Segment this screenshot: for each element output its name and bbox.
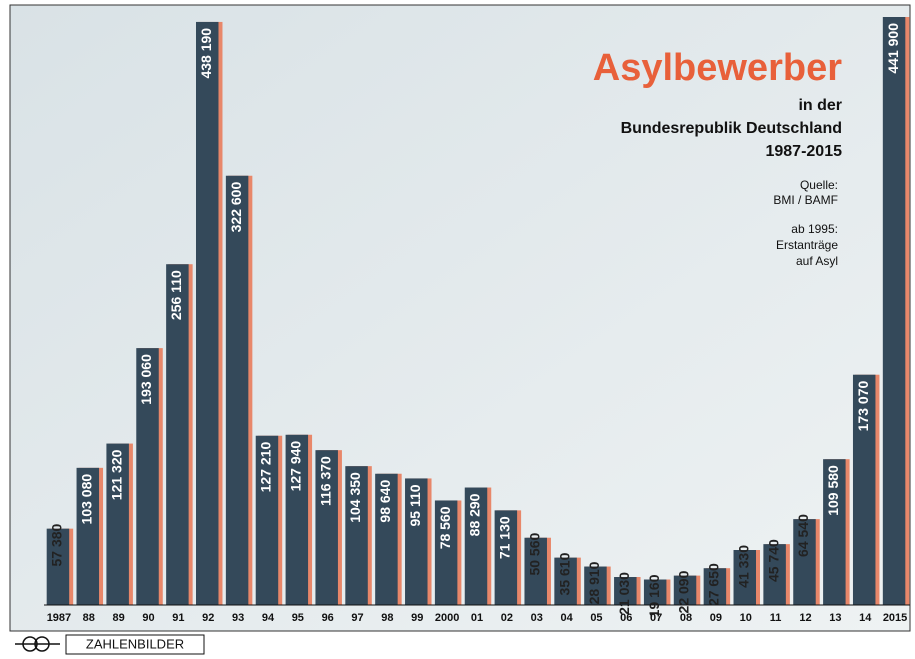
bar [196, 22, 218, 605]
bar [226, 176, 248, 605]
x-tick-label: 91 [172, 612, 184, 624]
value-label: 127 940 [288, 441, 304, 492]
x-tick-label: 04 [560, 612, 573, 624]
x-tick-label: 14 [859, 612, 872, 624]
x-tick-label: 93 [232, 612, 244, 624]
value-label: 27 650 [706, 563, 722, 606]
chart-title: Asylbewerber [593, 47, 842, 89]
brand: ZAHLENBILDER [86, 636, 184, 651]
value-label: 78 560 [437, 506, 453, 549]
subtitle: 1987-2015 [765, 143, 842, 160]
x-tick-label: 88 [83, 612, 95, 624]
value-label: 193 060 [138, 354, 154, 405]
value-label: 19 160 [646, 574, 662, 617]
value-label: 22 090 [676, 570, 692, 613]
x-tick-label: 11 [770, 612, 782, 624]
x-tick-label: 94 [262, 612, 275, 624]
x-tick-label: 13 [829, 612, 841, 624]
source: Quelle: [800, 178, 838, 192]
x-tick-label: 09 [710, 612, 722, 624]
value-label: 322 600 [228, 182, 244, 233]
bar [883, 17, 905, 605]
x-tick-label: 95 [292, 612, 304, 624]
value-label: 438 190 [198, 28, 214, 79]
x-tick-label: 2015 [883, 612, 907, 624]
x-tick-label: 07 [650, 612, 662, 624]
x-tick-label: 10 [740, 612, 752, 624]
x-tick-label: 02 [501, 612, 513, 624]
value-label: 104 350 [347, 472, 363, 523]
x-tick-label: 92 [202, 612, 214, 624]
value-label: 21 030 [616, 572, 632, 615]
x-tick-label: 89 [113, 612, 125, 624]
value-label: 88 290 [467, 493, 483, 536]
x-tick-label: 2000 [435, 612, 459, 624]
x-tick-label: 06 [620, 612, 632, 624]
x-tick-label: 90 [142, 612, 154, 624]
value-label: 50 560 [526, 533, 542, 576]
value-label: 41 330 [735, 545, 751, 588]
x-tick-label: 08 [680, 612, 692, 624]
value-label: 256 110 [168, 270, 184, 320]
value-label: 64 540 [795, 514, 811, 557]
value-label: 116 370 [317, 456, 333, 506]
subtitle: in der [798, 97, 842, 114]
x-tick-label: 05 [590, 612, 602, 624]
x-tick-label: 01 [471, 612, 483, 624]
value-label: 71 130 [497, 516, 513, 559]
brand-logo: ZAHLENBILDER [15, 635, 204, 654]
value-label: 173 070 [855, 380, 871, 431]
x-tick-label: 96 [322, 612, 334, 624]
value-label: 127 210 [258, 442, 274, 493]
value-label: 28 910 [586, 561, 602, 604]
x-tick-label: 1987 [47, 612, 71, 624]
value-label: 103 080 [78, 474, 94, 525]
value-label: 35 610 [556, 552, 572, 595]
x-tick-label: 97 [351, 612, 363, 624]
value-label: 95 110 [407, 484, 423, 526]
note: Erstanträge [776, 238, 838, 252]
note: auf Asyl [796, 254, 838, 268]
chart: Asylbewerber in der Bundesrepublik Deuts… [0, 0, 915, 659]
x-tick-label: 98 [381, 612, 393, 624]
source: BMI / BAMF [773, 193, 838, 207]
value-label: 45 740 [765, 539, 781, 582]
note: ab 1995: [791, 222, 838, 236]
x-tick-label: 12 [799, 612, 811, 624]
value-label: 109 580 [825, 465, 841, 516]
value-label: 441 900 [885, 23, 901, 74]
value-label: 121 320 [108, 449, 124, 500]
subtitle: Bundesrepublik Deutschland [621, 120, 842, 137]
x-tick-label: 99 [411, 612, 423, 624]
value-label: 57 380 [49, 523, 65, 566]
value-label: 98 640 [377, 480, 393, 523]
x-tick-label: 03 [531, 612, 543, 624]
